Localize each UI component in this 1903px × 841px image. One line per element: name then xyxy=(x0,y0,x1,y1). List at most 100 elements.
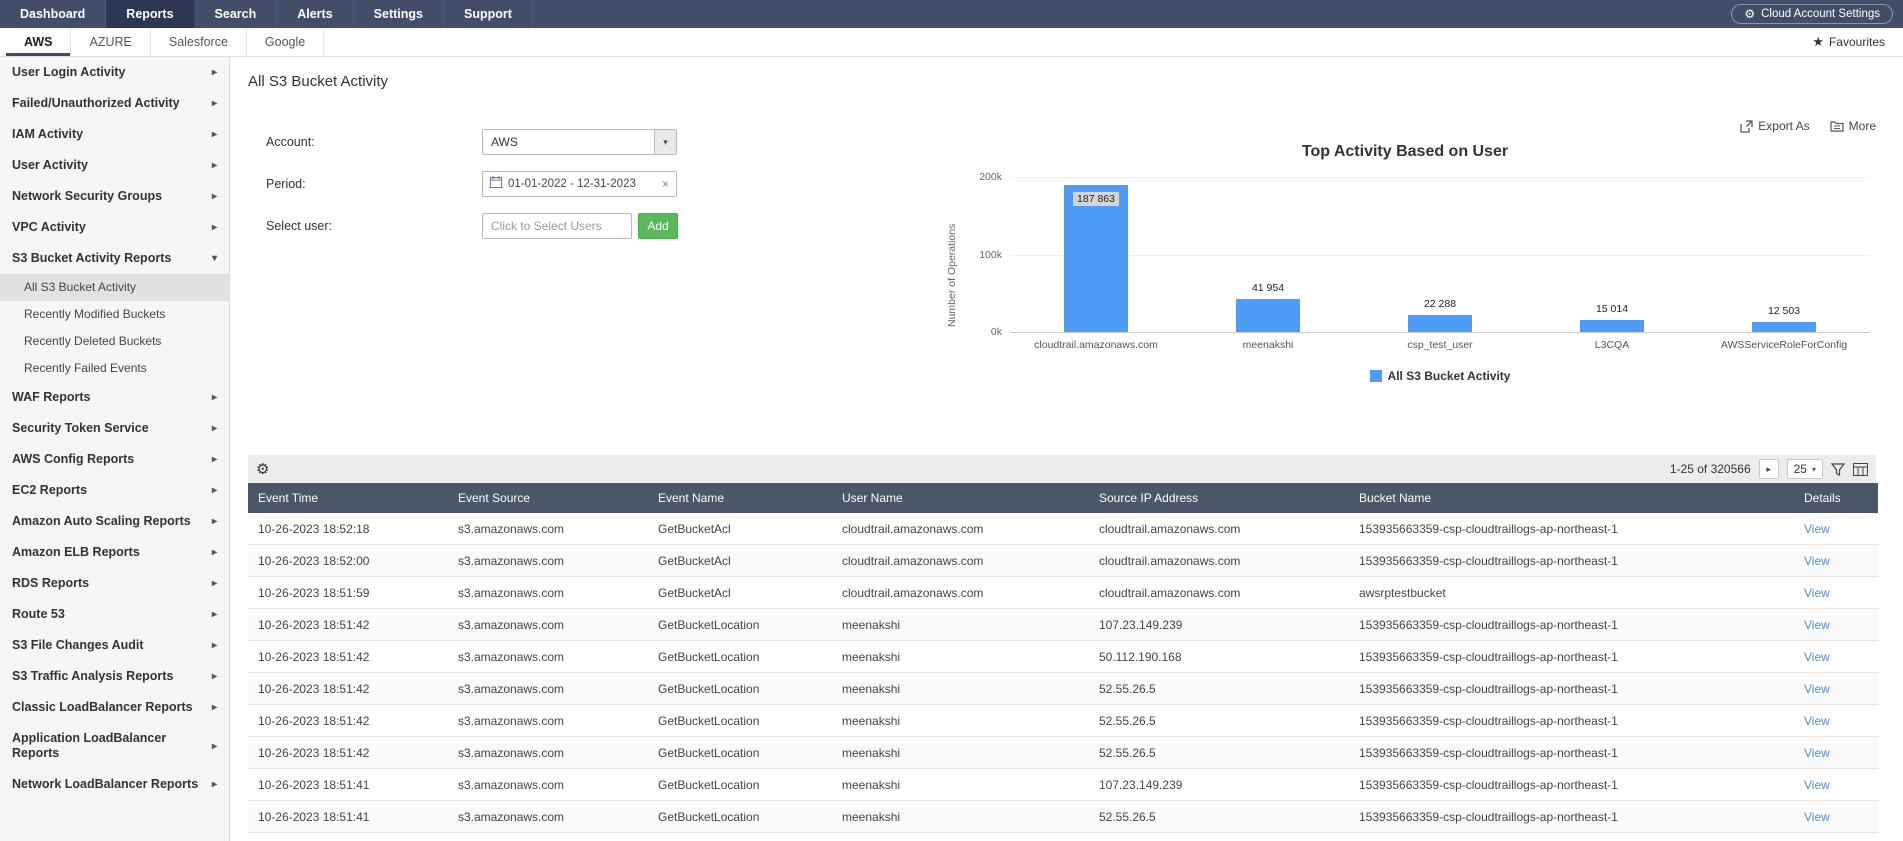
top-nav: Dashboard Reports Search Alerts Settings Supp… xyxy=(0,0,1903,28)
sidebar-item-ec2-reports[interactable]: EC2 Reports ▸ xyxy=(0,475,229,506)
cell-source-ip: 107.23.149.239 xyxy=(1089,768,1349,801)
view-link[interactable]: View xyxy=(1804,553,1830,568)
sidebar-item-label: S3 Bucket Activity Reports xyxy=(12,251,172,265)
sidebar-subitem-recently-modified-buckets[interactable]: Recently Modified Buckets xyxy=(24,307,166,321)
column-chooser-icon[interactable] xyxy=(1853,462,1868,476)
more-button[interactable]: More xyxy=(1830,119,1876,133)
table-row: 10-26-2023 18:51:42 s3.amazonaws.com GetBu… xyxy=(248,704,1878,737)
chart-legend[interactable]: All S3 Bucket Activity xyxy=(1010,369,1870,383)
cell-event-source: s3.amazonaws.com xyxy=(448,513,648,545)
column-header-bucket-name[interactable]: Bucket Name xyxy=(1349,483,1794,513)
view-link[interactable]: View xyxy=(1804,649,1830,664)
top-nav-items: Dashboard Reports Search Alerts Settings Supp… xyxy=(0,0,533,28)
bar-meenakshi[interactable] xyxy=(1236,299,1300,332)
nav-item-dashboard[interactable]: Dashboard xyxy=(0,0,107,28)
nav-item-search[interactable]: Search xyxy=(195,0,278,28)
sidebar-item-application-loadbalancer-reports[interactable]: Application LoadBalancer Reports ▸ xyxy=(0,723,229,769)
filter-icon[interactable] xyxy=(1831,462,1845,476)
tab-azure[interactable]: AZURE xyxy=(71,28,151,56)
sidebar-item-security-token-service[interactable]: Security Token Service ▸ xyxy=(0,413,229,444)
bar-value-label: 12 503 xyxy=(1767,305,1801,317)
column-header-event-name[interactable]: Event Name xyxy=(648,483,832,513)
nav-item-reports[interactable]: Reports xyxy=(106,0,195,28)
sidebar-item-s3-bucket-activity-reports[interactable]: S3 Bucket Activity Reports ▾ xyxy=(0,243,229,274)
sidebar-subitem-recently-deleted-buckets[interactable]: Recently Deleted Buckets xyxy=(24,334,162,348)
cell-source-ip: 107.23.149.239 xyxy=(1089,608,1349,641)
column-header-source-ip-address[interactable]: Source IP Address xyxy=(1089,483,1349,513)
sidebar-item-network-security-groups[interactable]: Network Security Groups ▸ xyxy=(0,181,229,212)
chevron-right-icon: ▸ xyxy=(211,454,217,465)
bar-slot: 187 863 xyxy=(1010,177,1182,332)
cell-details: View xyxy=(1794,640,1878,673)
column-header-details[interactable]: Details xyxy=(1794,483,1878,513)
y-axis-label: Number of Operations xyxy=(946,223,958,327)
view-link[interactable]: View xyxy=(1804,745,1830,760)
table-row: 10-26-2023 18:51:42 s3.amazonaws.com GetBu… xyxy=(248,608,1878,641)
favourites-button[interactable]: ★ Favourites xyxy=(1812,28,1885,56)
bar-value-label: 41 954 xyxy=(1251,282,1285,294)
view-link[interactable]: View xyxy=(1804,521,1830,536)
sidebar-item-s3-file-changes-audit[interactable]: S3 File Changes Audit ▸ xyxy=(0,630,229,661)
star-icon: ★ xyxy=(1812,34,1824,49)
sidebar-item-network-loadbalancer-reports[interactable]: Network LoadBalancer Reports ▸ xyxy=(0,769,229,800)
sidebar-item-iam-activity[interactable]: IAM Activity ▸ xyxy=(0,119,229,150)
sidebar-subitem-recently-failed-events[interactable]: Recently Failed Events xyxy=(24,361,147,375)
nav-item-settings[interactable]: Settings xyxy=(354,0,444,28)
view-link[interactable]: View xyxy=(1804,617,1830,632)
tab-aws[interactable]: AWS xyxy=(6,28,72,56)
table-row: 10-26-2023 18:51:41s3.amazonaws.comGetBu… xyxy=(248,832,1878,841)
chevron-right-icon: ▸ xyxy=(211,98,217,109)
nav-item-support[interactable]: Support xyxy=(444,0,533,28)
tab-salesforce[interactable]: Salesforce xyxy=(151,28,247,56)
table-body: 10-26-2023 18:52:18 s3.amazonaws.com GetBu… xyxy=(248,513,1878,841)
cell-details: View xyxy=(1794,704,1878,737)
column-header-event-source[interactable]: Event Source xyxy=(448,483,648,513)
select-user-input[interactable] xyxy=(482,213,632,239)
bar-csp-test-user[interactable] xyxy=(1408,315,1472,332)
tab-google[interactable]: Google xyxy=(247,28,325,56)
bar-l3cqa[interactable] xyxy=(1580,320,1644,332)
sidebar-item-aws-config-reports[interactable]: AWS Config Reports ▸ xyxy=(0,444,229,475)
account-select-value: AWS xyxy=(491,135,518,149)
bar-cloudtrail-amazonaws-com[interactable] xyxy=(1064,185,1128,332)
chevron-right-icon: ▸ xyxy=(211,191,217,202)
cloud-account-settings-button[interactable]: ⚙ Cloud Account Settings xyxy=(1731,4,1893,24)
sidebar-item-amazon-auto-scaling-reports[interactable]: Amazon Auto Scaling Reports ▸ xyxy=(0,506,229,537)
sidebar-item-user-login-activity[interactable]: User Login Activity ▸ xyxy=(0,57,229,88)
table-settings-gear-icon[interactable]: ⚙ xyxy=(256,461,270,478)
add-user-button[interactable]: Add xyxy=(638,213,678,239)
next-page-button[interactable]: ▸ xyxy=(1758,459,1779,479)
view-link[interactable]: View xyxy=(1804,713,1830,728)
page-size-value: 25 xyxy=(1793,462,1807,476)
view-link[interactable]: View xyxy=(1804,809,1830,824)
sidebar-item-vpc-activity[interactable]: VPC Activity ▸ xyxy=(0,212,229,243)
cell-user-name: meenakshi xyxy=(832,704,1089,737)
view-link[interactable]: View xyxy=(1804,681,1830,696)
sidebar-item-label: S3 File Changes Audit xyxy=(12,638,144,652)
sidebar-item-route-53[interactable]: Route 53 ▸ xyxy=(0,599,229,630)
column-header-user-name[interactable]: User Name xyxy=(832,483,1089,513)
view-link[interactable]: View xyxy=(1804,777,1830,792)
sidebar-item-failed-unauthorized-activity[interactable]: Failed/Unauthorized Activity ▸ xyxy=(0,88,229,119)
sidebar-item-rds-reports[interactable]: RDS Reports ▸ xyxy=(0,568,229,599)
sidebar-subitem-all-s3-bucket-activity[interactable]: All S3 Bucket Activity xyxy=(0,274,229,301)
period-value: 01-01-2022 - 12-31-2023 xyxy=(508,178,636,190)
account-select[interactable]: AWS ▾ xyxy=(482,129,677,155)
column-header-event-time[interactable]: Event Time xyxy=(248,483,448,513)
sidebar-item-classic-loadbalancer-reports[interactable]: Classic LoadBalancer Reports ▸ xyxy=(0,692,229,723)
view-link[interactable]: View xyxy=(1804,585,1830,600)
sidebar-item-amazon-elb-reports[interactable]: Amazon ELB Reports ▸ xyxy=(0,537,229,568)
chevron-right-icon: ▸ xyxy=(211,671,217,682)
sidebar-item-s3-traffic-analysis-reports[interactable]: S3 Traffic Analysis Reports ▸ xyxy=(0,661,229,692)
page-size-select[interactable]: 25 ▾ xyxy=(1786,459,1823,479)
close-icon[interactable]: × xyxy=(661,177,669,191)
export-as-button[interactable]: Export As xyxy=(1740,119,1810,133)
period-date-range-input[interactable]: 01-01-2022 - 12-31-2023 × xyxy=(482,171,677,197)
sidebar-item-label: RDS Reports xyxy=(12,576,90,590)
bar-awsserviceroleforconfig[interactable] xyxy=(1752,322,1816,332)
x-axis-category-csp-test-user: csp_test_user xyxy=(1407,339,1473,351)
sidebar-item-user-activity[interactable]: User Activity ▸ xyxy=(0,150,229,181)
cell-event-name: GetBucketAcl xyxy=(648,513,832,545)
nav-item-alerts[interactable]: Alerts xyxy=(277,0,354,28)
sidebar-item-waf-reports[interactable]: WAF Reports ▸ xyxy=(0,382,229,413)
